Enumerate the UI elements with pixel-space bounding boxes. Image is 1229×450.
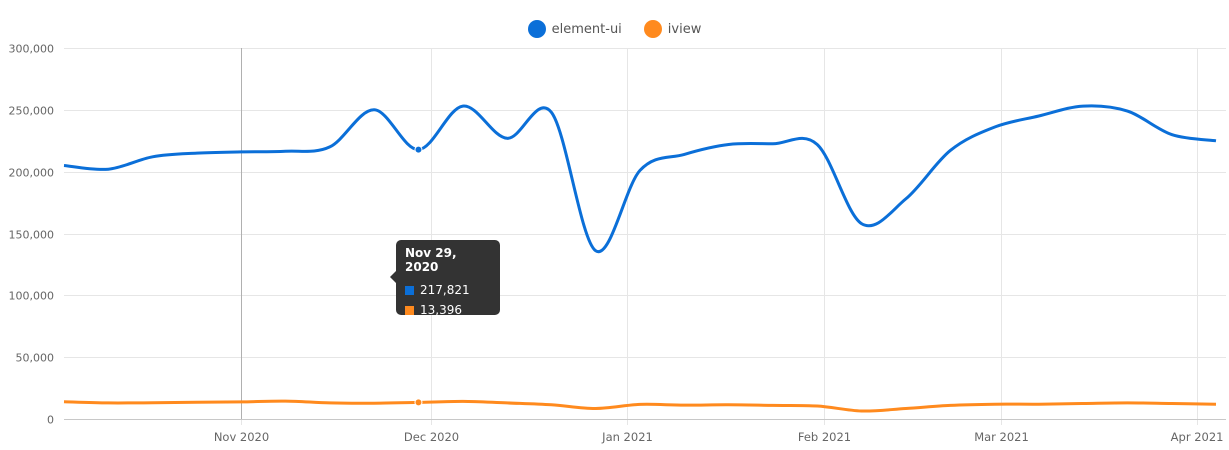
series-lines[interactable] [63, 104, 1217, 413]
legend-dot-iview [643, 20, 662, 38]
x-tick-label: Jan 2021 [601, 430, 653, 444]
x-tick-label: Nov 2020 [214, 430, 269, 444]
x-tick-label: Apr 2021 [1171, 430, 1224, 444]
tooltip-value-element-ui: 217,821 [420, 283, 470, 297]
tooltip-swatch-iview [405, 305, 414, 315]
tooltip-row-iview: 13,396 [405, 300, 491, 320]
legend-dot-element-ui [527, 20, 546, 38]
legend-item-element-ui[interactable]: element-ui [527, 20, 622, 38]
y-tick-label: 50,000 [16, 352, 55, 365]
legend: element-ui iview [0, 20, 1229, 38]
tooltip-date: Nov 29, 2020 [405, 246, 457, 274]
series-line-element-ui[interactable] [63, 104, 1217, 253]
highlight-markers [414, 145, 423, 407]
grid [64, 48, 1226, 425]
highlight-point-iview [414, 398, 423, 407]
highlight-point-element-ui [414, 145, 423, 154]
y-axis-ticks: 0 50,000 100,000 150,000 200,000 250,000 300,0… [9, 43, 55, 427]
tooltip-row-element-ui: 217,821 [405, 280, 491, 300]
legend-label-iview: iview [667, 21, 702, 37]
y-tick-label: 100,000 [9, 290, 55, 303]
tooltip: Nov 29, 2020 217,821 13,396 [390, 240, 500, 317]
y-tick-label: 200,000 [9, 167, 55, 180]
tooltip-swatch-element-ui [405, 285, 414, 295]
y-tick-label: 250,000 [9, 105, 55, 118]
x-tick-label: Dec 2020 [404, 430, 459, 444]
x-tick-label: Mar 2021 [974, 430, 1029, 444]
series-line-iview[interactable] [63, 399, 1217, 413]
x-axis-ticks: Nov 2020 Dec 2020 Jan 2021 Feb 2021 Mar 2021… [214, 430, 1224, 444]
legend-label-element-ui: element-ui [551, 21, 622, 37]
y-tick-label: 150,000 [9, 229, 55, 242]
tooltip-value-iview: 13,396 [420, 303, 462, 317]
y-tick-label: 300,000 [9, 43, 55, 56]
legend-item-iview[interactable]: iview [643, 20, 702, 38]
y-tick-label: 0 [47, 414, 54, 427]
x-tick-label: Feb 2021 [798, 430, 851, 444]
